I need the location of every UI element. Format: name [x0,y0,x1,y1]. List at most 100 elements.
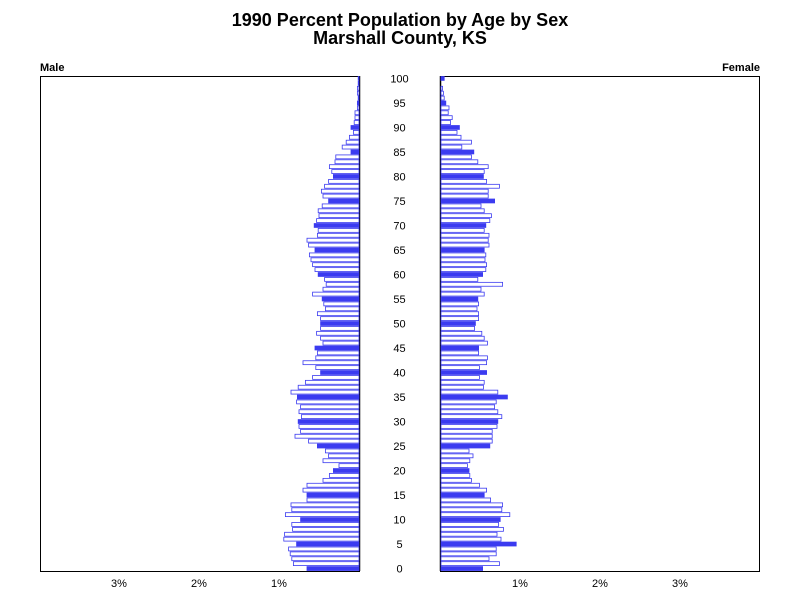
female-bar-age-24 [440,448,470,454]
male-bar-age-45 [314,345,360,351]
male-bar-age-95 [356,100,360,106]
male-bar-age-88 [348,134,360,140]
female-bar-age-85 [440,149,475,155]
female-bar-age-89 [440,130,458,135]
female-bar-age-3 [440,551,497,557]
female-bar-age-1 [440,561,500,566]
female-bar-age-11 [440,512,511,517]
female-bar-age-74 [440,203,482,209]
male-bar-age-1 [292,561,360,566]
male-bar-age-61 [314,267,360,272]
male-bar-age-21 [338,463,360,468]
female-bar-age-71 [440,218,491,223]
male-bar-age-16 [302,487,360,493]
female-bar-age-29 [440,424,498,429]
male-bar-age-99 [357,81,360,86]
female-bar-age-12 [440,507,503,513]
female-bar-age-30 [440,419,499,424]
male-bar-age-52 [316,311,360,317]
male-bar-age-65 [314,247,360,253]
male-bar-age-40 [320,370,360,375]
male-bar-age-66 [308,242,360,248]
female-bar-age-35 [440,394,508,400]
age-label-55: 55 [393,294,405,306]
male-bar-age-75 [328,198,360,204]
female-bar-age-21 [440,463,468,468]
female-bar-age-69 [440,228,485,233]
female-bar-age-59 [440,277,479,282]
female-bar-age-8 [440,526,504,532]
male-bar-age-63 [310,257,360,263]
female-bar-age-33 [440,404,495,410]
female-bar-age-34 [440,399,497,405]
female-bar-age-96 [440,95,445,101]
male-bar-age-7 [284,531,360,537]
female-bar-age-100 [440,76,445,81]
male-bar-age-94 [356,105,360,111]
male-bar-age-0 [306,566,360,571]
age-label-60: 60 [393,269,405,281]
male-bar-age-77 [320,188,360,194]
female-bar-age-27 [440,433,493,439]
male-x-tick-3: 3% [111,578,127,590]
female-bar-age-75 [440,198,495,204]
female-bar-age-70 [440,223,487,228]
female-bar-age-4 [440,546,497,552]
female-bar-age-5 [440,541,517,547]
female-bar-age-77 [440,188,489,194]
female-bar-age-13 [440,502,503,508]
female-bar-age-58 [440,281,503,287]
male-bar-age-87 [345,139,360,145]
male-bar-age-68 [316,232,360,238]
male-bar-age-11 [284,512,360,517]
male-bar-age-76 [322,193,360,199]
age-label-85: 85 [393,147,405,159]
female-bar-age-97 [440,90,444,96]
female-bar-age-54 [440,301,479,307]
male-bar-age-71 [316,218,360,223]
male-bar-age-28 [300,428,360,434]
male-bar-age-56 [312,291,360,297]
female-bar-age-67 [440,237,489,243]
male-bar-age-93 [354,110,360,116]
male-bar-age-2 [291,556,360,562]
male-bar-age-44 [316,350,360,356]
male-bar-age-18 [322,477,360,483]
male-bar-age-92 [354,115,360,121]
male-bar-age-100 [357,76,360,81]
male-bar-age-86 [341,144,360,150]
age-label-20: 20 [393,466,405,478]
male-bar-age-49 [320,326,360,331]
male-bar-age-70 [313,223,360,228]
male-bar-age-10 [300,517,360,522]
male-bar-age-55 [321,296,360,302]
female-bar-age-38 [440,379,485,385]
age-label-75: 75 [393,196,405,208]
female-bar-age-94 [440,105,450,111]
male-bar-age-98 [356,85,360,91]
female-bar-age-92 [440,115,453,121]
male-bar-age-32 [298,409,360,415]
female-bar-age-22 [440,458,471,464]
female-bar-age-28 [440,428,493,434]
age-label-100: 100 [390,73,408,85]
male-bar-age-9 [291,522,360,527]
female-bar-age-47 [440,335,485,341]
female-bar-age-48 [440,330,483,336]
male-bar-age-3 [289,551,360,557]
male-bar-age-84 [335,154,360,160]
male-bar-age-89 [352,130,360,135]
female-bar-age-20 [440,468,470,473]
male-bar-age-79 [328,179,360,184]
female-bar-age-0 [440,566,483,571]
age-label-30: 30 [393,417,405,429]
male-bar-age-31 [300,414,360,419]
female-bar-age-40 [440,370,487,375]
female-bar-age-52 [440,311,479,317]
male-bar-age-60 [317,272,360,277]
male-bar-age-97 [356,90,360,96]
male-bar-age-80 [332,174,360,179]
male-bar-age-53 [324,306,360,312]
female-bar-age-83 [440,159,479,165]
male-bar-age-90 [350,125,360,130]
